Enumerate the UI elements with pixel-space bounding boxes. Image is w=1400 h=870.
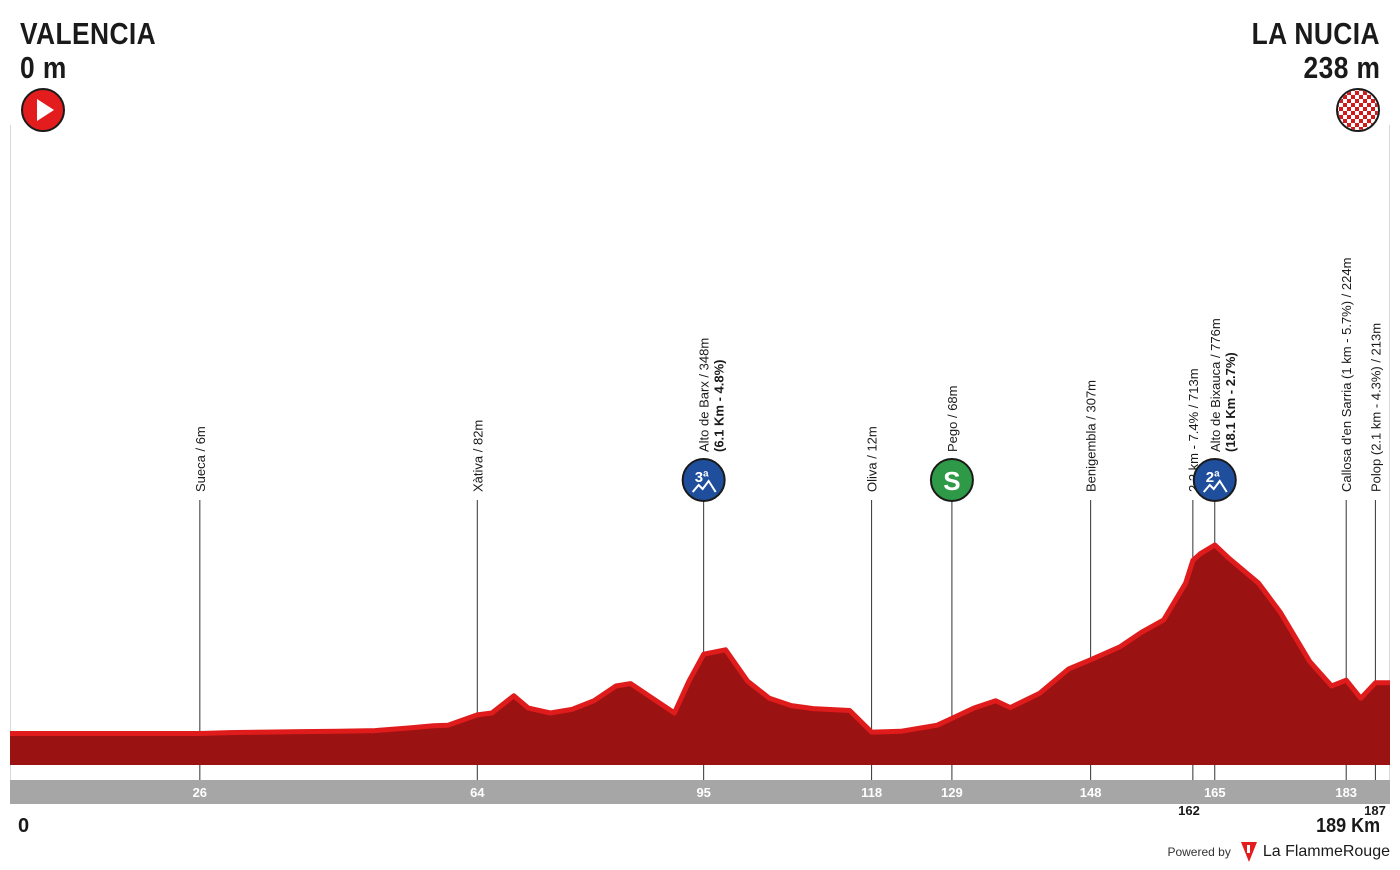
point-label: Xàtiva / 82m — [470, 420, 485, 492]
point-label: 2.2 km - 7.4% / 713m — [1186, 368, 1201, 492]
start-altitude: 0 m — [20, 50, 67, 85]
point-label-text: Polop (2.1 km - 4.3%) / 213m — [1368, 323, 1383, 492]
checkered-flag-icon — [1336, 88, 1380, 132]
point-label: Polop (2.1 km - 4.3%) / 213m — [1368, 323, 1383, 492]
point-label-text: Oliva / 12m — [865, 426, 880, 492]
finish-city: LA NUCIA — [1251, 16, 1380, 51]
point-label: Alto de Bixauca / 776m (18.1 Km - 2.7%) — [1208, 318, 1238, 452]
point-label-text: Benigembla / 307m — [1084, 380, 1099, 492]
distance-start: 0 — [18, 815, 30, 837]
point-label: Benigembla / 307m — [1084, 380, 1099, 492]
badge-text: 3ª — [695, 469, 709, 486]
badge-text: S — [943, 466, 960, 496]
mountain-icon — [1203, 479, 1228, 493]
play-icon — [21, 88, 65, 132]
km-marker: 129 — [941, 785, 963, 800]
km-marker: 95 — [696, 785, 710, 800]
sprint-badge — [929, 458, 974, 502]
brand-name: La FlammeRouge — [1262, 843, 1390, 860]
badge-text: 2ª — [1206, 469, 1220, 486]
km-marker: 118 — [861, 785, 882, 800]
point-label: Sueca / 6m — [193, 426, 208, 492]
point-label: Pego / 68m — [945, 386, 960, 453]
frame-right-edge — [1389, 125, 1390, 780]
point-label-text: Xàtiva / 82m — [470, 420, 485, 492]
profile-edge — [10, 542, 1390, 736]
point-label-text: 2.2 km - 7.4% / 713m — [1186, 368, 1201, 492]
frame-left-edge — [10, 125, 11, 780]
km-marker-low-2: 187 — [1364, 803, 1386, 818]
km-marker: 183 — [1335, 785, 1357, 800]
km-marker: 64 — [470, 785, 485, 800]
point-label-text: Alto de Barx / 348m — [697, 338, 712, 452]
mountain-icon — [691, 479, 717, 493]
point-label-text: Callosa d'en Sarria (1 km - 5.7%) / 224m — [1339, 258, 1354, 492]
distance-end: 189 Km — [1315, 815, 1380, 837]
km-marker: 165 — [1204, 785, 1226, 800]
point-label: Oliva / 12m — [865, 426, 880, 492]
point-label-sub: (18.1 Km - 2.7%) — [1223, 352, 1238, 452]
start-city: VALENCIA — [20, 16, 157, 51]
point-label-sub: (6.1 Km - 4.8%) — [712, 360, 727, 452]
km-marker: 148 — [1080, 785, 1102, 800]
powered-by-label: Powered by — [1167, 845, 1231, 859]
km-marker: 26 — [193, 785, 207, 800]
point-label-text: Pego / 68m — [945, 386, 960, 453]
point-label-text: Sueca / 6m — [193, 426, 208, 492]
flamme-rouge-logo-icon — [1240, 842, 1257, 862]
finish-altitude: 238 m — [1303, 50, 1380, 85]
km-scale-bar — [10, 780, 1390, 804]
point-label-text: Alto de Bixauca / 776m — [1208, 318, 1223, 452]
point-label: Alto de Barx / 348m (6.1 Km - 4.8%) — [697, 338, 727, 452]
km-marker-low-1: 162 — [1178, 803, 1200, 818]
point-label: Callosa d'en Sarria (1 km - 5.7%) / 224m — [1339, 258, 1354, 492]
profile-area — [10, 543, 1390, 765]
powered-by: Powered by La FlammeRouge — [1167, 842, 1390, 862]
